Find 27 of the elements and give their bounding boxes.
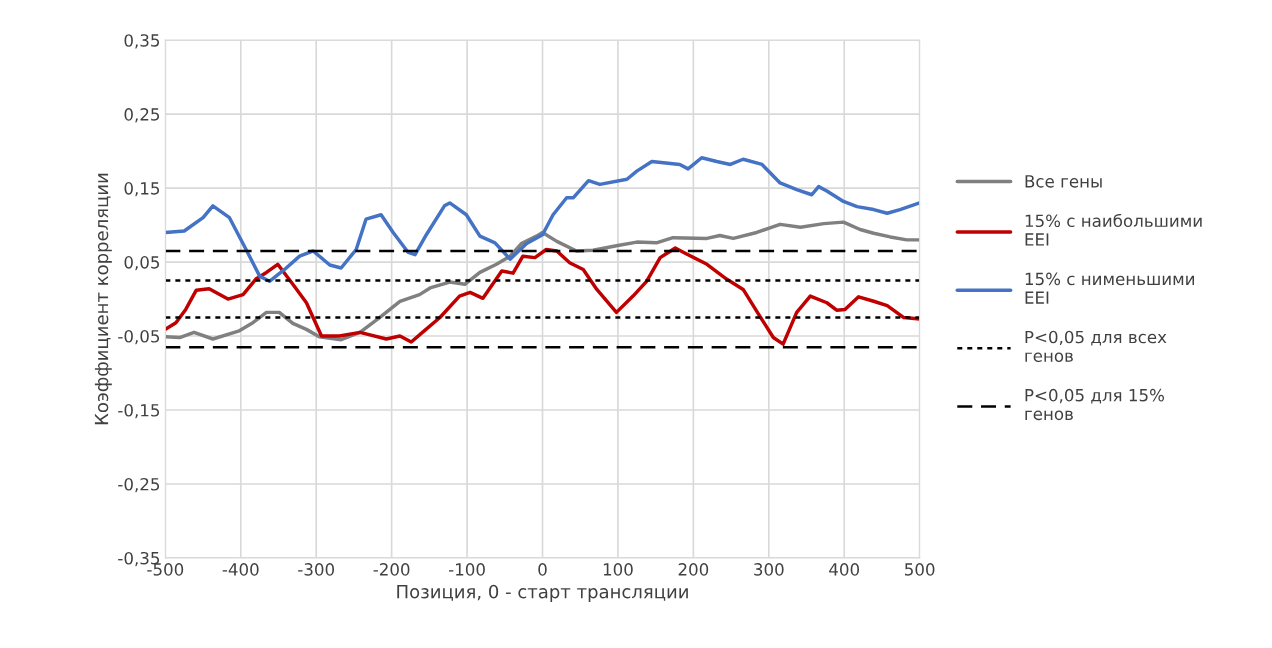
x-tick-label: -300 <box>298 563 335 576</box>
x-tick-label: -200 <box>373 563 410 576</box>
line-series <box>165 220 920 342</box>
line-series <box>165 246 920 346</box>
y-tick-label: -0,15 <box>118 403 160 419</box>
x-tick-label: 100 <box>603 563 633 576</box>
y-tick-label: 0,15 <box>124 182 160 197</box>
x-tick-label: 200 <box>678 563 709 576</box>
x-tick-label: 500 <box>905 563 935 576</box>
y-tick-label: 0,35 <box>124 34 160 49</box>
y-tick-label: -0,05 <box>118 330 160 345</box>
x-tick-label: -400 <box>222 563 259 576</box>
legend-label: P<0,05 для всех генов <box>1025 330 1167 363</box>
x-tick-label: 0 <box>538 563 547 576</box>
legend-label: 15% с нименьшими EEI <box>1025 272 1194 304</box>
y-axis-title: Коэффициент корреляции <box>94 173 112 425</box>
line-series <box>165 156 920 284</box>
y-tick-label: -0,25 <box>118 477 160 493</box>
x-tick-label: 300 <box>754 563 784 576</box>
legend-label: P<0,05 для 15% генов <box>1025 388 1164 421</box>
legend-label: Все гены <box>1025 175 1102 188</box>
y-tick-label: 0,05 <box>124 256 160 271</box>
x-tick-label: 400 <box>829 563 860 576</box>
legend-label: 15% с наибольшими EEI <box>1025 213 1202 246</box>
x-axis-title: Позиция, 0 - старт трансляции <box>397 584 688 602</box>
y-tick-label: 0,25 <box>124 108 160 123</box>
x-tick-label: -100 <box>448 563 485 576</box>
